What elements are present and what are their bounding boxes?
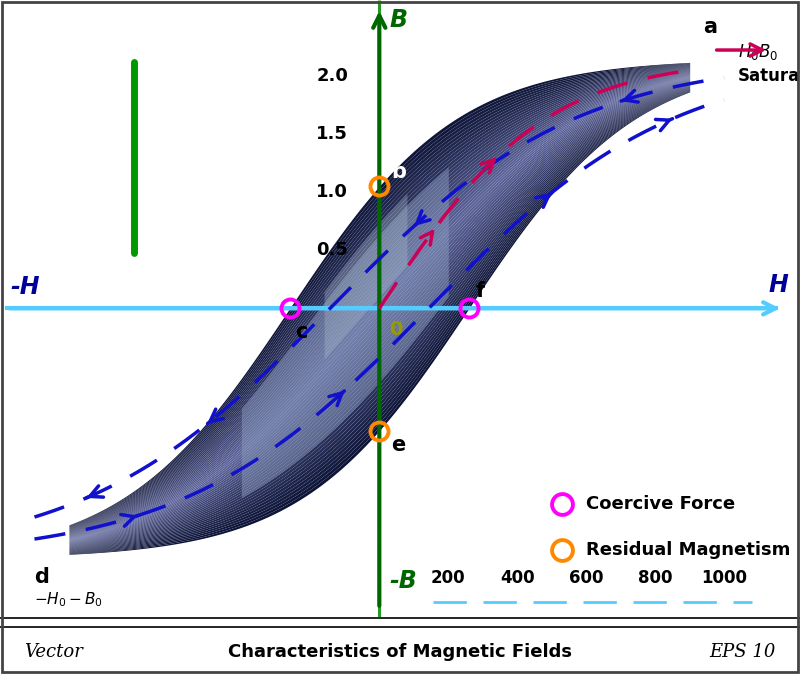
Text: -H: -H — [10, 275, 40, 299]
Text: 200: 200 — [431, 570, 466, 587]
Text: e: e — [391, 435, 406, 455]
Text: 0: 0 — [389, 320, 402, 339]
Text: $H_0B_0$: $H_0B_0$ — [738, 42, 778, 63]
Text: 1000: 1000 — [701, 570, 747, 587]
Text: 400: 400 — [500, 570, 534, 587]
Text: H: H — [769, 273, 789, 297]
Text: EPS 10: EPS 10 — [710, 643, 776, 661]
Text: b: b — [391, 162, 406, 181]
Text: 1.5: 1.5 — [317, 125, 348, 143]
Text: Coercive Force: Coercive Force — [586, 495, 735, 513]
Text: a: a — [703, 18, 718, 37]
Text: $-H_0-B_0$: $-H_0-B_0$ — [34, 590, 103, 609]
Text: 0.5: 0.5 — [317, 241, 348, 259]
Text: 1.0: 1.0 — [317, 183, 348, 201]
Text: B: B — [390, 8, 408, 32]
Text: 800: 800 — [638, 570, 673, 587]
Text: Residual Magnetism: Residual Magnetism — [586, 541, 790, 559]
Text: 2.0: 2.0 — [317, 67, 348, 85]
Text: -B: -B — [390, 570, 418, 593]
Text: d: d — [34, 567, 50, 586]
Text: Saturation: Saturation — [738, 67, 800, 85]
Text: f: f — [476, 281, 485, 301]
Text: Vector: Vector — [24, 643, 83, 661]
Text: Characteristics of Magnetic Fields: Characteristics of Magnetic Fields — [228, 643, 572, 661]
Text: 600: 600 — [569, 570, 603, 587]
Text: c: c — [295, 322, 307, 342]
